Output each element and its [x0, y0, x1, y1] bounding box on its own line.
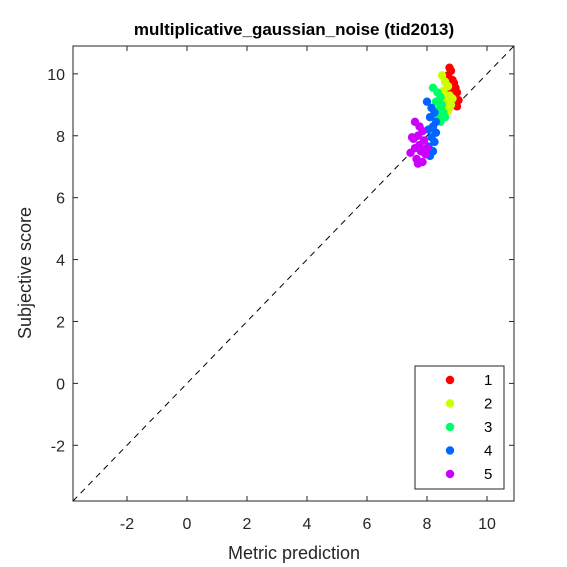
y-tick-label: 6	[56, 191, 65, 208]
y-axis-label: Subjective score	[15, 207, 35, 339]
legend-label-4: 4	[484, 443, 492, 460]
data-point-series-4	[425, 112, 435, 122]
data-point-series-5	[422, 143, 432, 153]
y-axis-ticks: -2 0 2 4 6 8 10	[47, 67, 514, 455]
x-tick-label: 10	[478, 516, 496, 533]
data-point-series-4	[430, 137, 439, 147]
x-axis-ticks: -2 0 2 4 6 8 10	[120, 46, 496, 533]
y-tick-label: -2	[51, 438, 65, 455]
data-points	[406, 63, 463, 168]
legend: 1 2 3 4 5	[414, 365, 505, 490]
y-tick-label: 10	[47, 67, 65, 84]
data-point-series-5	[406, 148, 415, 157]
legend-label-3: 3	[484, 419, 492, 436]
legend-marker-1	[445, 375, 455, 385]
legend-marker-2	[445, 399, 455, 408]
x-tick-label: 0	[183, 516, 192, 533]
legend-marker-4	[445, 446, 455, 455]
y-tick-label: 8	[56, 129, 65, 146]
x-axis-label: Metric prediction	[228, 543, 360, 563]
y-tick-label: 0	[56, 376, 65, 393]
y-tick-label: 4	[56, 253, 65, 270]
data-point-series-5	[407, 133, 417, 142]
x-tick-label: 8	[423, 516, 432, 533]
legend-marker-3	[445, 422, 455, 432]
x-tick-label: -2	[120, 516, 134, 533]
data-point-series-4	[422, 97, 432, 106]
legend-label-5: 5	[484, 466, 492, 483]
x-tick-label: 2	[243, 516, 252, 533]
legend-label-1: 1	[484, 372, 492, 389]
x-tick-label: 4	[303, 516, 312, 533]
data-point-series-2	[448, 94, 457, 103]
legend-box	[414, 365, 505, 490]
legend-label-2: 2	[484, 396, 492, 413]
y-tick-label: 2	[56, 314, 65, 331]
data-point-series-5	[413, 159, 423, 168]
x-tick-label: 6	[363, 516, 372, 533]
legend-marker-5	[445, 469, 455, 479]
chart-title: multiplicative_gaussian_noise (tid2013)	[134, 20, 454, 39]
